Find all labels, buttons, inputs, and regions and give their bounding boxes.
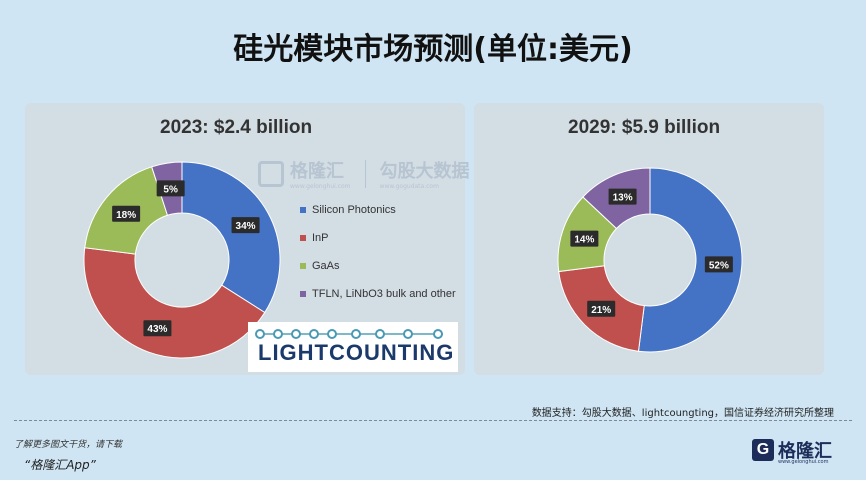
watermark-gogudata-text: 勾股大数据 [379,161,470,182]
donut-chart-2029: 52% 21% 14% 13% [557,167,743,353]
legend-item: InP [300,224,456,252]
gelonghui-logo: G 格隆汇 www.gelonghui.com [752,437,832,465]
slice-label-2029-tfln: 13% [608,188,637,205]
source-note: 数据支持：勾股大数据、lightcoungting，国信证券经济研究所整理 [531,408,834,419]
slice-label-2023-silicon-photonics: 34% [231,217,260,234]
slice-2023-inp [83,247,266,359]
watermark: 格隆汇 www.gelonghui.com 勾股大数据 www.gogudata… [258,157,470,190]
gelonghui-logo-icon: G [752,439,774,461]
svg-text:13%: 13% [613,193,633,204]
legend-item: GaAs [300,252,456,280]
watermark-gogudata-url: www.gogudata.com [379,183,439,190]
page-title: 硅光模块市场预测(单位:美元) [233,32,633,67]
slice-label-2023-tfln: 5% [156,180,185,197]
chart-legend: Silicon Photonics InP GaAs TFLN, LiNbO3 bul… [300,196,456,308]
legend-label: InP [312,232,329,244]
svg-text:21%: 21% [591,305,611,316]
svg-text:52%: 52% [709,260,729,271]
legend-item: Silicon Photonics [300,196,456,224]
chart-title-2023: 2023: $2.4 billion [160,117,313,138]
svg-text:34%: 34% [236,221,256,232]
chart-title-2029: 2029: $5.9 billion [568,117,721,138]
gelonghui-logo-text: 格隆汇 [778,441,832,462]
lightcounting-text: LIGHTCOUNTING [258,340,455,365]
svg-text:43%: 43% [147,324,167,335]
legend-swatch [300,291,306,297]
legend-swatch [300,263,306,269]
legend-swatch [300,207,306,213]
slice-2029-silicon-photonics [637,167,743,353]
legend-label: TFLN, LiNbO3 bulk and other [312,288,456,300]
legend-label: Silicon Photonics [312,204,396,216]
legend-label: GaAs [312,260,340,272]
watermark-gelonghui-url: www.gelonghui.com [290,183,351,190]
lightcounting-dots-icon [255,329,443,339]
slice-label-2029-inp: 21% [587,300,616,317]
gelonghui-logo-url: www.gelonghui.com [778,459,829,465]
slice-label-2029-gaas: 14% [570,230,599,247]
svg-text:14%: 14% [574,235,594,246]
legend-swatch [300,235,306,241]
svg-text:18%: 18% [116,210,136,221]
slice-label-2023-inp: 43% [143,320,172,337]
legend-item: TFLN, LiNbO3 bulk and other [300,280,456,308]
gelonghui-watermark-logo-icon [258,160,284,187]
lightcounting-logo: LIGHTCOUNTING [248,322,458,372]
footer-app-name: “格隆汇App” [24,458,96,472]
slice-label-2023-gaas: 18% [112,205,141,222]
donut-chart-2023: 34% 43% 18% 5% [83,161,281,359]
watermark-gelonghui-text: 格隆汇 [290,161,344,182]
svg-text:5%: 5% [163,184,178,195]
footer-download-text: 了解更多图文干货，请下载 [14,440,123,450]
slice-label-2029-silicon-photonics: 52% [704,256,733,273]
slice-2023-silicon-photonics [181,161,281,314]
divider [14,420,852,421]
